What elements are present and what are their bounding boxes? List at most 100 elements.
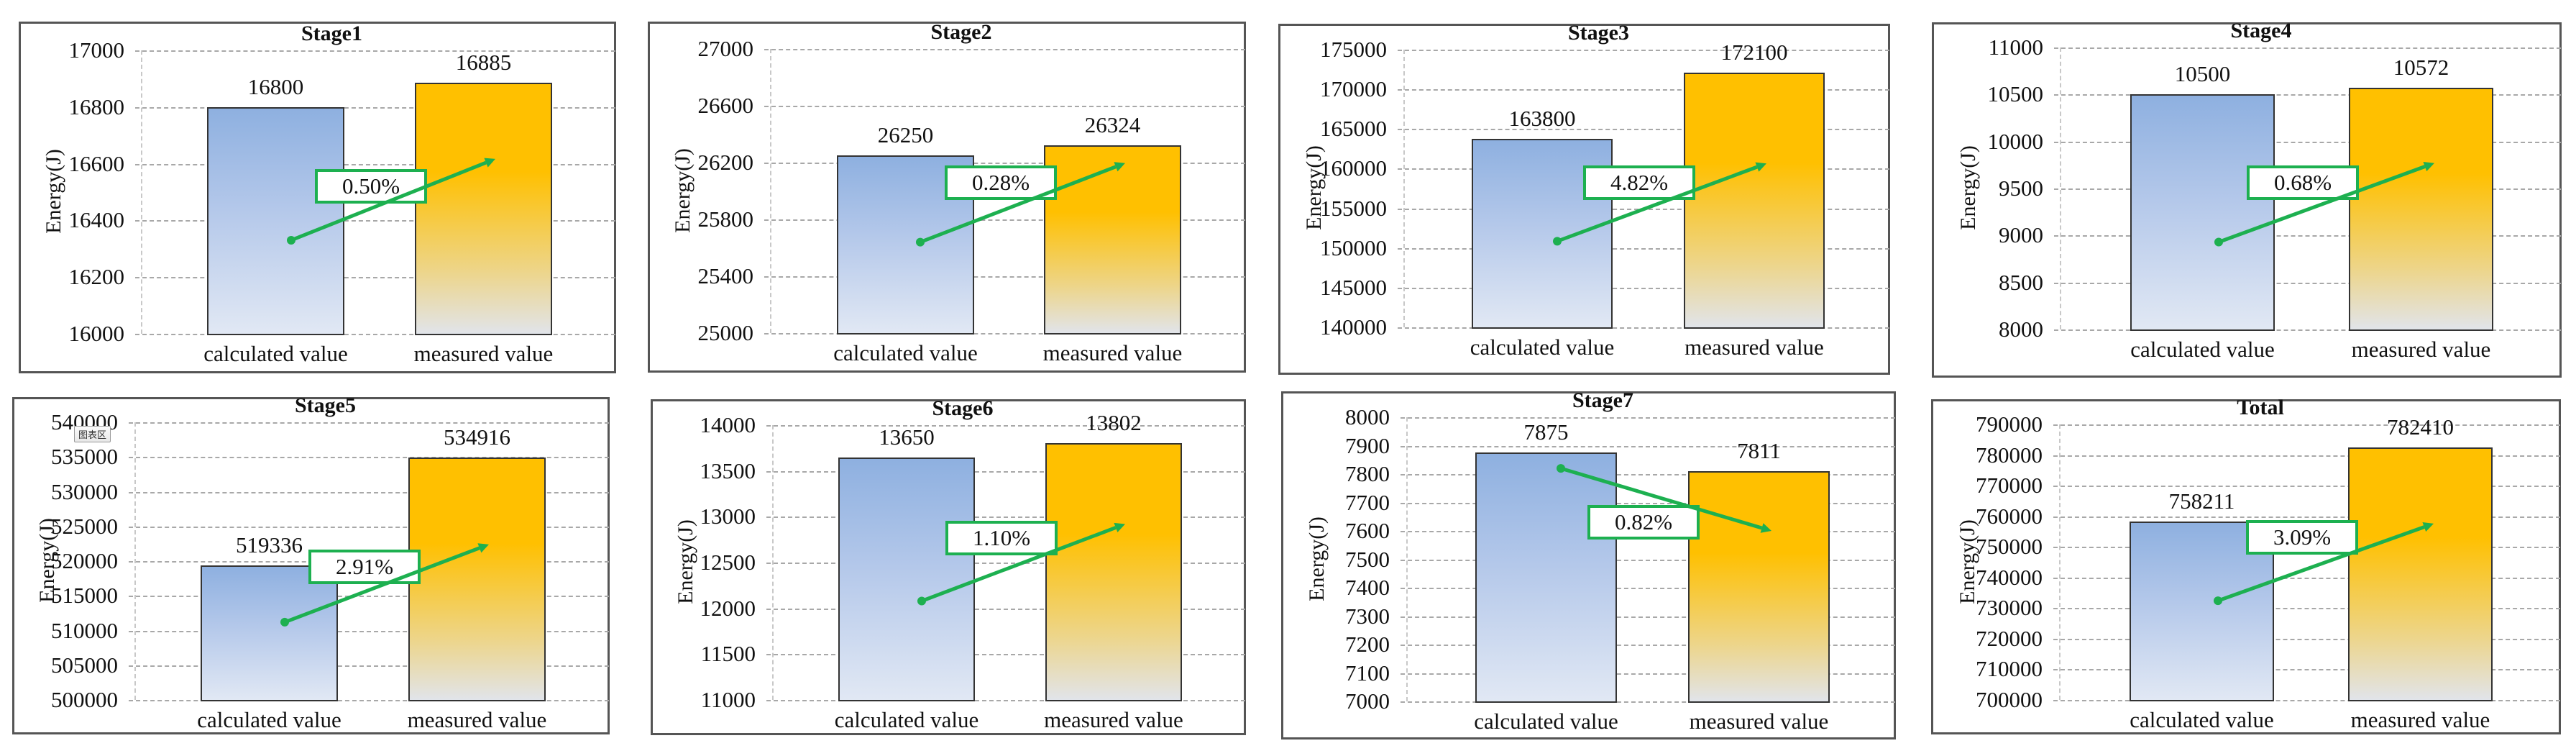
gridline xyxy=(2053,516,2560,518)
y-tick-label: 16200 xyxy=(68,264,125,290)
percent-difference-label: 2.91% xyxy=(308,549,421,584)
gridline xyxy=(135,277,615,279)
data-label: 534916 xyxy=(444,424,510,450)
y-tick-label: 155000 xyxy=(1320,195,1387,221)
bar-measured-value[interactable] xyxy=(1044,145,1181,334)
bar-measured-value[interactable] xyxy=(2349,87,2493,331)
chart-panel-stage2[interactable]: Stage2 25000 25400 25800 26200 26600 27000 Ener… xyxy=(648,20,1246,373)
data-label: 10500 xyxy=(2174,61,2231,87)
y-tick-label: 145000 xyxy=(1320,274,1387,300)
x-category-label: calculated value xyxy=(833,340,978,365)
data-label: 782410 xyxy=(2387,414,2454,440)
gridline xyxy=(764,163,1245,164)
y-tick-label: 11000 xyxy=(1988,35,2043,60)
chart-area-tooltip: 图表区 xyxy=(74,426,111,442)
y-tick-label: 10000 xyxy=(1987,128,2044,154)
x-category-label: measured value xyxy=(413,341,554,366)
y-axis-line xyxy=(770,49,771,333)
gridline xyxy=(1401,673,1895,675)
bar-measured-value[interactable] xyxy=(1045,443,1182,701)
gridline xyxy=(1401,701,1895,703)
chart-panel-stage5[interactable]: Stage5 500000 505000 510000 515000 520000 5250… xyxy=(12,393,610,734)
x-category-label: calculated value xyxy=(1474,709,1618,734)
gridline xyxy=(2053,669,2560,671)
bar-calculated-value[interactable] xyxy=(838,457,975,701)
data-label: 26250 xyxy=(877,122,934,148)
y-tick-label: 13000 xyxy=(700,504,756,529)
y-tick-label: 11000 xyxy=(700,687,756,712)
x-category-label: measured value xyxy=(1685,334,1824,360)
y-tick-label: 790000 xyxy=(1976,411,2043,437)
y-tick-label: 525000 xyxy=(51,513,118,539)
y-tick-label: 530000 xyxy=(51,478,118,504)
gridline xyxy=(129,457,609,459)
gridline xyxy=(2053,486,2560,488)
chart-panel-total[interactable]: Total 700000 710000 720000 730000 740000 75000… xyxy=(1931,396,2561,734)
y-tick-label: 25400 xyxy=(697,263,754,288)
gridline xyxy=(2053,455,2560,457)
bar-calculated-value[interactable] xyxy=(1475,452,1617,703)
y-tick-label: 170000 xyxy=(1320,76,1387,102)
bar-measured-value[interactable] xyxy=(2348,447,2493,701)
plot-area[interactable] xyxy=(135,50,615,335)
y-tick-label: 12500 xyxy=(700,550,756,575)
gridline xyxy=(1401,445,1895,447)
gridline xyxy=(2054,282,2561,284)
data-label: 163800 xyxy=(1508,105,1576,131)
plot-area[interactable] xyxy=(766,425,1245,701)
chart-panel-stage1[interactable]: Stage1 16000 16200 16400 16600 16800 17000 Ener… xyxy=(19,22,616,373)
y-tick-label: 7000 xyxy=(1345,688,1390,714)
gridline xyxy=(1398,327,1889,329)
bar-measured-value[interactable] xyxy=(415,83,552,335)
percent-difference-label: 4.82% xyxy=(1583,165,1695,201)
y-tick-label: 13500 xyxy=(700,458,756,483)
gridline xyxy=(1401,588,1895,589)
plot-area[interactable] xyxy=(2053,424,2560,701)
gridline xyxy=(129,526,609,528)
gridline xyxy=(129,630,609,632)
chart-panel-stage6[interactable]: Stage6 11000 11500 12000 12500 13000 13500 1400… xyxy=(651,396,1246,735)
percent-difference-label: 0.82% xyxy=(1587,505,1700,540)
bar-calculated-value[interactable] xyxy=(2130,94,2275,331)
percent-difference-label: 0.28% xyxy=(945,165,1057,200)
chart-panel-stage4[interactable]: Stage4 8000 8500 9000 9500 10000 10500 11000 Ene… xyxy=(1932,19,2562,378)
y-tick-label: 140000 xyxy=(1320,314,1387,340)
chart-panel-stage7[interactable]: Stage7 7000 7100 7200 7300 7400 7500 7600 7700 78… xyxy=(1281,388,1896,739)
y-tick-label: 7500 xyxy=(1345,546,1390,572)
chart-title: Stage6 xyxy=(932,396,994,420)
gridline xyxy=(1401,645,1895,646)
y-tick-label: 510000 xyxy=(51,617,118,643)
data-label: 13650 xyxy=(879,424,935,450)
gridline xyxy=(129,422,609,424)
y-tick-label: 770000 xyxy=(1976,473,2043,499)
gridline xyxy=(766,470,1245,473)
bar-measured-value[interactable] xyxy=(1688,470,1830,703)
gridline xyxy=(766,654,1245,656)
y-tick-label: 7900 xyxy=(1345,432,1390,458)
gridline xyxy=(766,700,1245,701)
y-tick-label: 14000 xyxy=(700,412,756,437)
y-axis-line xyxy=(1403,50,1405,327)
y-axis-title: Energy(J) xyxy=(1956,519,1979,604)
y-tick-label: 16400 xyxy=(68,207,125,233)
y-tick-label: 27000 xyxy=(697,36,754,61)
gridline xyxy=(135,106,615,109)
y-axis-title: Energy(J) xyxy=(671,147,695,233)
y-tick-label: 720000 xyxy=(1976,625,2043,651)
x-category-label: calculated value xyxy=(2130,337,2275,362)
data-label: 16885 xyxy=(455,50,512,76)
chart-title: Stage3 xyxy=(1568,21,1629,45)
y-tick-label: 25800 xyxy=(697,206,754,232)
bar-measured-value[interactable] xyxy=(408,458,546,701)
gridline xyxy=(766,516,1245,519)
chart-panel-stage3[interactable]: Stage3 140000 145000 150000 155000 160000 1650… xyxy=(1278,21,1890,375)
y-tick-label: 10500 xyxy=(1987,81,2044,107)
y-tick-label: 8500 xyxy=(1999,269,2043,295)
gridline xyxy=(1401,417,1895,419)
bar-measured-value[interactable] xyxy=(1684,72,1825,329)
gridline xyxy=(1398,50,1889,51)
y-tick-label: 175000 xyxy=(1320,37,1387,62)
bar-calculated-value[interactable] xyxy=(207,106,344,335)
y-axis-title: Energy(J) xyxy=(674,519,697,604)
bar-calculated-value[interactable] xyxy=(201,565,338,701)
